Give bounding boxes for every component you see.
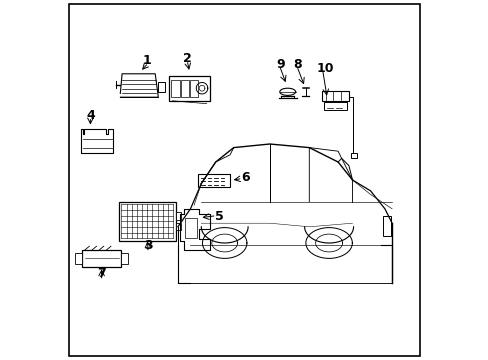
Bar — [176, 212, 181, 220]
Text: 4: 4 — [86, 109, 95, 122]
Text: 2: 2 — [183, 52, 192, 65]
Bar — [81, 250, 121, 267]
Bar — [176, 223, 181, 230]
Bar — [323, 102, 346, 110]
Text: 6: 6 — [241, 171, 249, 184]
Bar — [350, 153, 356, 158]
Bar — [168, 76, 210, 101]
Text: 1: 1 — [142, 54, 151, 67]
Text: 7: 7 — [97, 267, 106, 280]
Bar — [118, 202, 176, 241]
Bar — [190, 80, 198, 97]
Bar — [185, 218, 197, 238]
Bar — [158, 82, 164, 92]
Bar — [170, 80, 179, 97]
Bar — [121, 253, 127, 264]
Text: 5: 5 — [215, 210, 224, 222]
Text: 10: 10 — [316, 62, 333, 75]
Bar — [197, 174, 230, 187]
Bar — [75, 253, 81, 264]
Bar — [321, 91, 348, 101]
Text: 3: 3 — [143, 239, 152, 252]
Bar — [382, 216, 390, 236]
Bar — [181, 80, 189, 97]
Text: 8: 8 — [293, 58, 302, 71]
Text: 9: 9 — [276, 58, 284, 71]
